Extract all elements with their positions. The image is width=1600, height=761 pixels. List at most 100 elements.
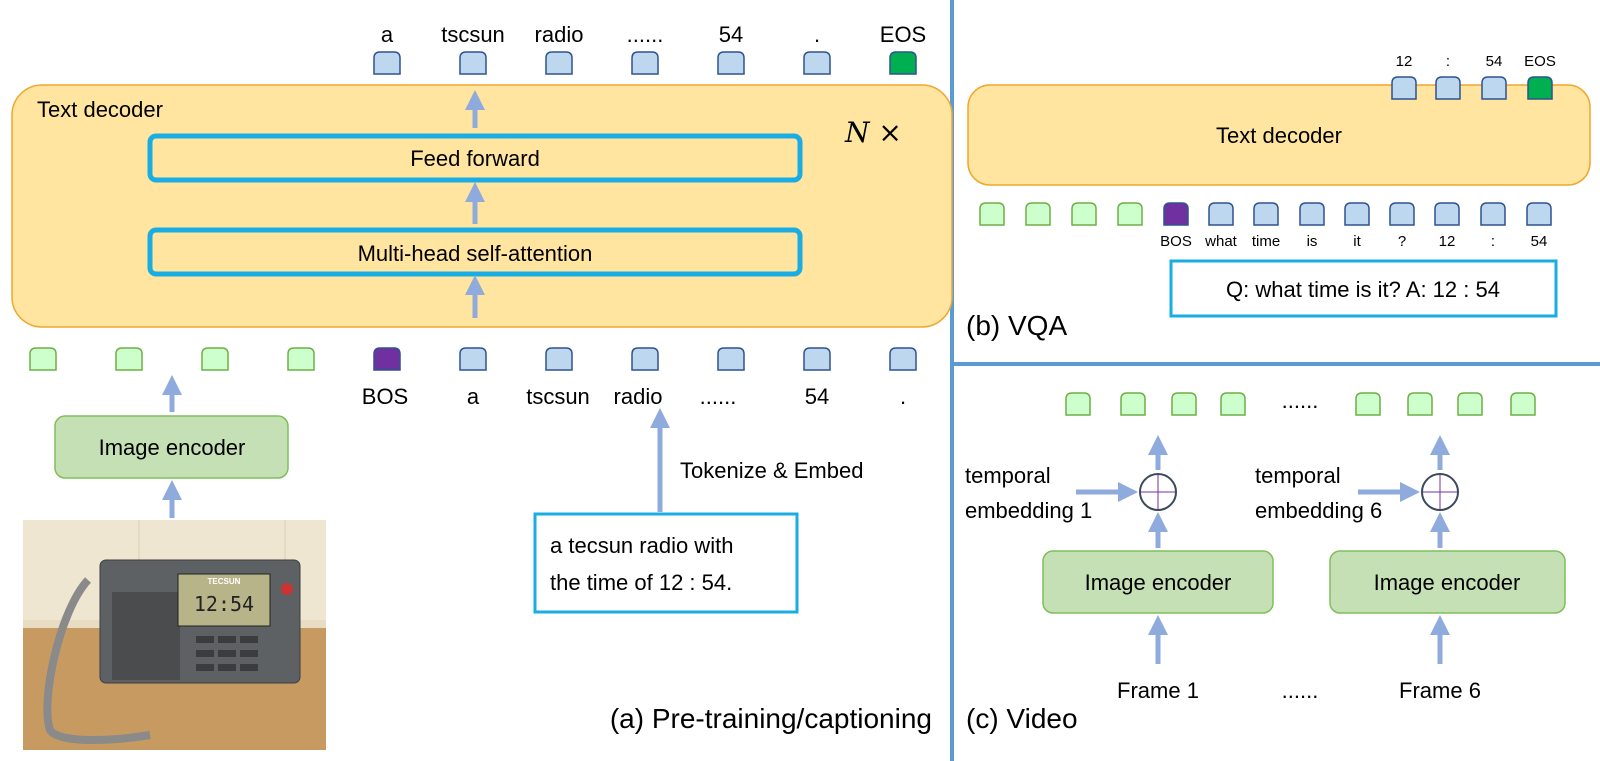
img-token	[1171, 392, 1197, 416]
vqa-output-token-label: EOS	[1524, 53, 1556, 70]
video-token-ellipsis: ......	[1282, 388, 1319, 413]
img-token	[1220, 392, 1246, 416]
txt-token	[803, 347, 831, 371]
vqa-input-token-label: it	[1353, 233, 1361, 250]
txt-token	[1435, 76, 1461, 100]
output-token-label: tscsun	[441, 22, 505, 47]
img-token	[1065, 392, 1091, 416]
vqa-input-token-label: BOS	[1160, 233, 1192, 250]
caption-box	[533, 512, 799, 614]
vqa-output-token-label: 12	[1396, 53, 1413, 70]
bos-token	[373, 347, 401, 371]
img-token	[29, 347, 57, 371]
qa-text: Q: what time is it? A: 12 : 54	[1226, 277, 1500, 302]
bos-token	[1163, 202, 1189, 226]
txt-token	[545, 51, 573, 75]
vqa-text-decoder-title: Text decoder	[1216, 123, 1342, 148]
img-token	[1117, 202, 1143, 226]
output-token-label: ......	[627, 22, 664, 47]
vqa-input-token-label: is	[1307, 233, 1318, 250]
input-token-label: .	[900, 384, 906, 409]
input-token-label: a	[467, 384, 480, 409]
input-token-label: tscsun	[526, 384, 590, 409]
vqa-input-token-label: :	[1491, 233, 1495, 250]
feed-forward-label: Feed forward	[410, 146, 540, 171]
video-image-encoder-1	[1042, 550, 1274, 614]
img-token	[1510, 392, 1536, 416]
frame-ellipsis: ......	[1282, 678, 1319, 703]
video-image-encoder-6-label: Image encoder	[1374, 570, 1521, 595]
img-token	[1071, 202, 1097, 226]
txt-token	[1299, 202, 1325, 226]
txt-token	[631, 51, 659, 75]
temporal-6-line-2: embedding 6	[1255, 498, 1382, 523]
frame-6-label: Frame 6	[1399, 678, 1481, 703]
add-circle-icon-6	[1421, 473, 1459, 511]
panel-c-caption: (c) Video	[966, 703, 1078, 734]
output-token-label: .	[814, 22, 820, 47]
txt-token	[1391, 76, 1417, 100]
img-token	[1457, 392, 1483, 416]
frame-1-label: Frame 1	[1117, 678, 1199, 703]
image-encoder-block	[54, 415, 289, 479]
panel-pretraining: Text decoder N × Feed forward Multi-head…	[11, 84, 953, 750]
video-image-encoder-6	[1329, 550, 1566, 614]
svg-text:12:54: 12:54	[194, 592, 254, 616]
vqa-input-token-label: what	[1204, 233, 1238, 250]
txt-token	[1480, 202, 1506, 226]
txt-token	[803, 51, 831, 75]
vqa-input-token-label: time	[1252, 233, 1280, 250]
img-token	[115, 347, 143, 371]
txt-token	[1389, 202, 1415, 226]
img-token	[1355, 392, 1381, 416]
output-token-label: EOS	[880, 22, 926, 47]
repeat-label: N ×	[844, 116, 902, 149]
txt-token	[1481, 76, 1507, 100]
txt-token	[717, 51, 745, 75]
image-encoder-label: Image encoder	[99, 435, 246, 460]
vqa-output-token-label: 54	[1486, 53, 1503, 70]
panel-a-caption: (a) Pre-training/captioning	[610, 703, 932, 734]
txt-token	[631, 347, 659, 371]
vqa-input-token-label: 54	[1531, 233, 1548, 250]
img-token	[287, 347, 315, 371]
img-token	[1120, 392, 1146, 416]
txt-token	[459, 347, 487, 371]
img-token	[1407, 392, 1433, 416]
feed-forward-layer	[147, 133, 803, 183]
input-token-label: 54	[805, 384, 829, 409]
temporal-1-line-2: embedding 1	[965, 498, 1092, 523]
caption-line-1: a tecsun radio with	[550, 533, 733, 558]
svg-text:TECSUN: TECSUN	[208, 577, 241, 586]
vqa-text-decoder-block	[967, 84, 1591, 186]
vqa-output-token-label: :	[1446, 53, 1450, 70]
txt-token	[1434, 202, 1460, 226]
eos-token	[1527, 76, 1553, 100]
txt-token	[1208, 202, 1234, 226]
eos-token	[889, 51, 917, 75]
output-token-label: 54	[719, 22, 743, 47]
panel-video: ...... temporal embedding 1 temporal emb…	[965, 388, 1566, 734]
output-token-label: a	[381, 22, 394, 47]
panel-b-caption: (b) VQA	[966, 310, 1067, 341]
txt-token	[459, 51, 487, 75]
vqa-input-token-label: 12	[1439, 233, 1456, 250]
vqa-input-token-label: ?	[1398, 233, 1406, 250]
txt-token	[1253, 202, 1279, 226]
text-decoder-title: Text decoder	[37, 97, 163, 122]
txt-token	[717, 347, 745, 371]
input-token-label: ......	[700, 384, 737, 409]
video-image-encoder-1-label: Image encoder	[1085, 570, 1232, 595]
panel-vqa: Text decoder Q: what time is it? A: 12 :…	[966, 84, 1591, 341]
txt-token	[889, 347, 917, 371]
self-attention-layer	[147, 227, 803, 277]
caption-line-2: the time of 12 : 54.	[550, 570, 732, 595]
img-token	[201, 347, 229, 371]
tokenize-label: Tokenize & Embed	[680, 458, 863, 483]
input-token-label: radio	[614, 384, 663, 409]
output-token-label: radio	[535, 22, 584, 47]
txt-token	[1526, 202, 1552, 226]
img-token	[1025, 202, 1051, 226]
input-token-label: BOS	[362, 384, 408, 409]
